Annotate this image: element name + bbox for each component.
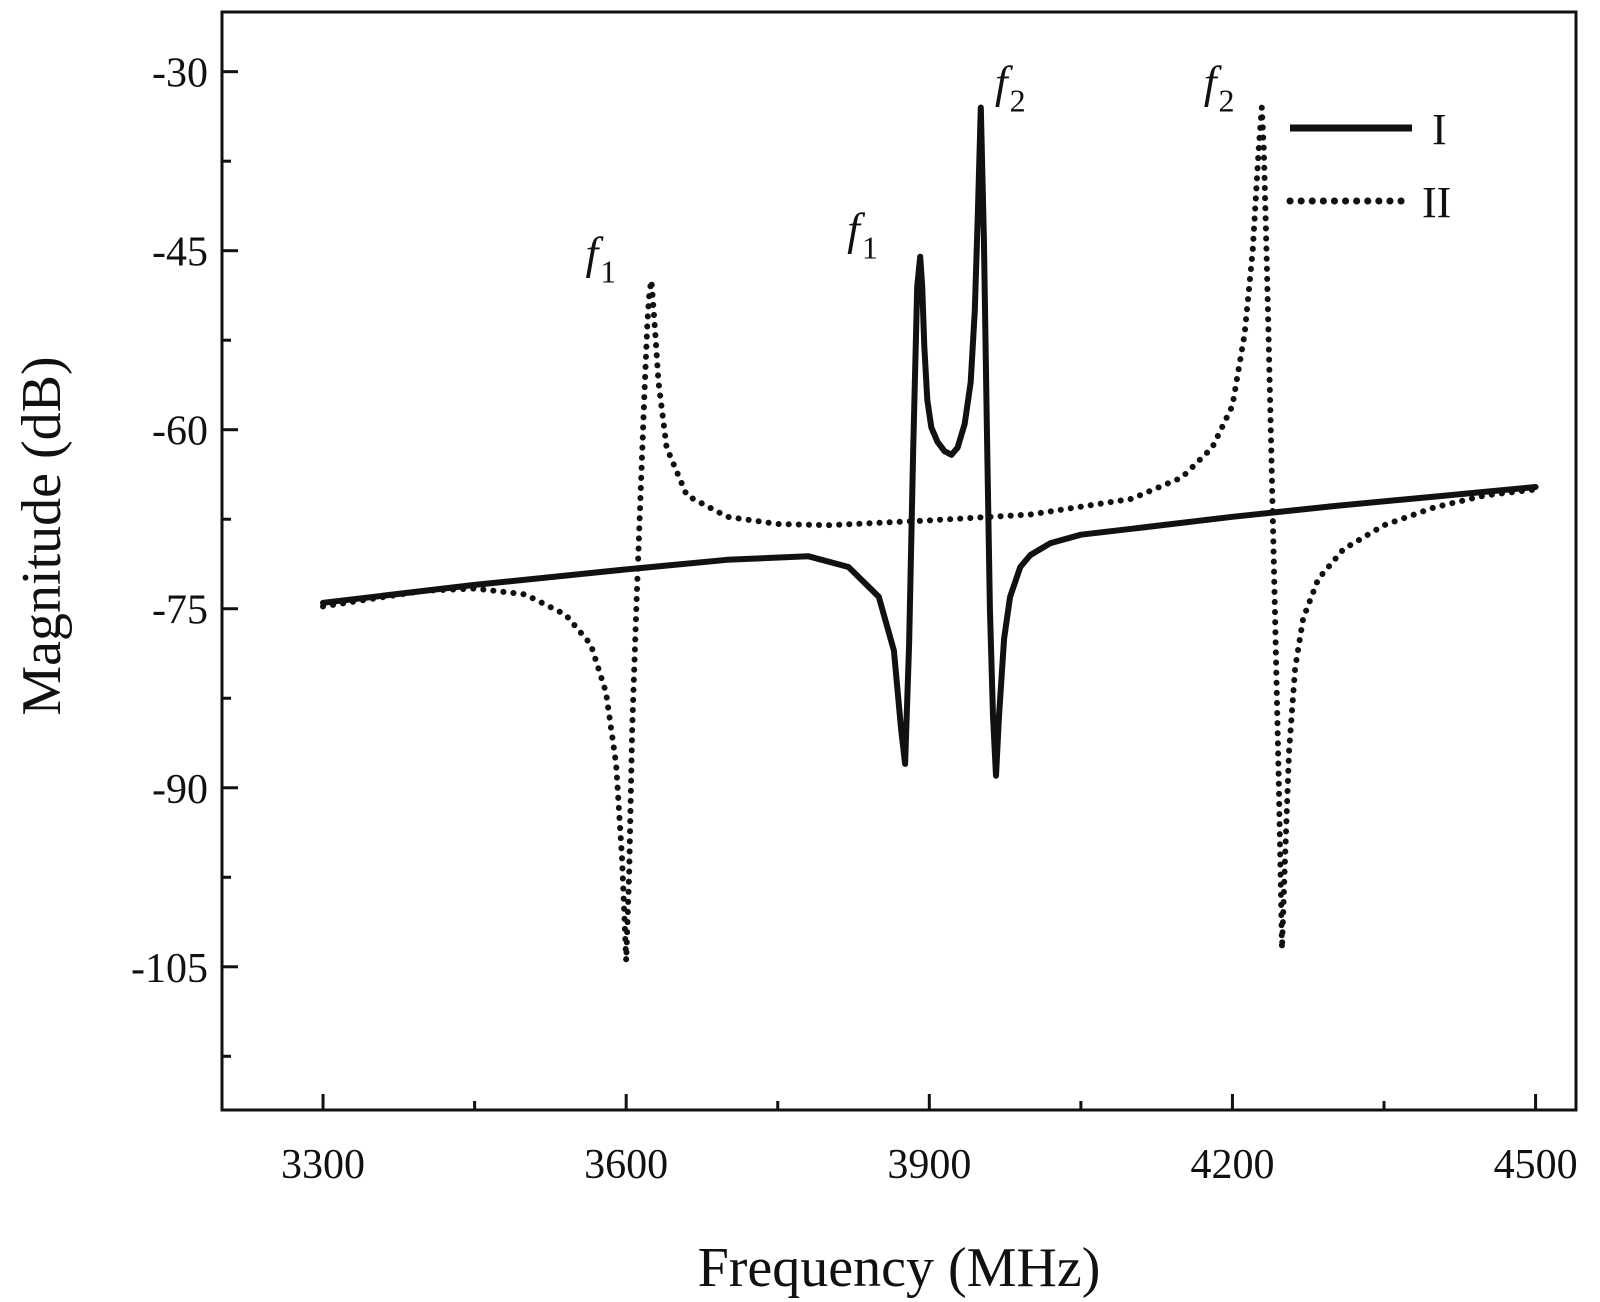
peak-label-f1-series-ii: f1 [585, 228, 616, 290]
x-tick-label: 4500 [1494, 1142, 1578, 1188]
legend: I II [1286, 105, 1451, 227]
series-lines [320, 104, 1539, 964]
axis-ticks [222, 70, 1538, 1110]
y-tick-label: -90 [152, 767, 208, 813]
plot-frame [220, 10, 1578, 1112]
x-tick-label: 3900 [887, 1142, 971, 1188]
series-line-i [320, 104, 1539, 779]
y-tick-label: -60 [152, 409, 208, 455]
y-tick-label: -30 [152, 51, 208, 97]
x-tick-label: 3300 [281, 1142, 365, 1188]
series-line-ii [320, 104, 1539, 964]
x-tick-label: 4200 [1190, 1142, 1274, 1188]
x-axis-title: Frequency (MHz) [698, 1237, 1101, 1299]
y-tick-label: -105 [131, 946, 208, 992]
legend-label-series-ii: II [1422, 178, 1451, 227]
y-tick-label: -75 [152, 588, 208, 634]
y-tick-label: -45 [152, 230, 208, 276]
x-tick-label: 3600 [584, 1142, 668, 1188]
peak-labels: f1 f2 f1 f2 [585, 56, 1234, 289]
legend-label-series-i: I [1432, 105, 1447, 154]
tick-labels: 3300 3600 3900 4200 4500 -30 -45 -60 -75 -90 -105 [131, 51, 1578, 1188]
peak-label-f2-series-ii: f2 [1204, 56, 1235, 118]
peak-label-f2-series-i: f2 [995, 56, 1026, 118]
peak-label-f1-series-i: f1 [847, 204, 878, 266]
y-axis-title: Magnitude (dB) [11, 356, 73, 715]
